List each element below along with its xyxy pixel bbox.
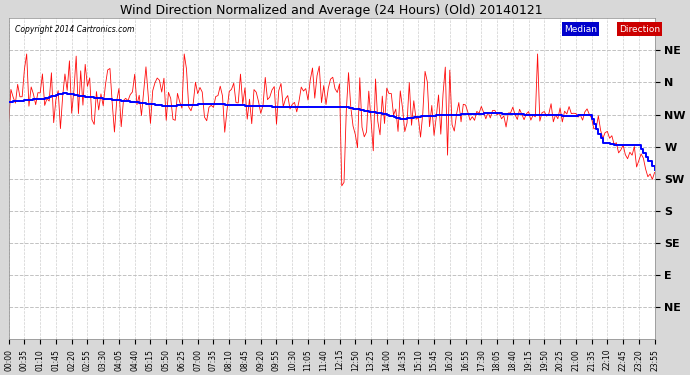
- Text: Copyright 2014 Cartronics.com: Copyright 2014 Cartronics.com: [15, 25, 135, 34]
- Text: Direction: Direction: [619, 25, 660, 34]
- Title: Wind Direction Normalized and Average (24 Hours) (Old) 20140121: Wind Direction Normalized and Average (2…: [120, 4, 543, 17]
- Text: Median: Median: [564, 25, 597, 34]
